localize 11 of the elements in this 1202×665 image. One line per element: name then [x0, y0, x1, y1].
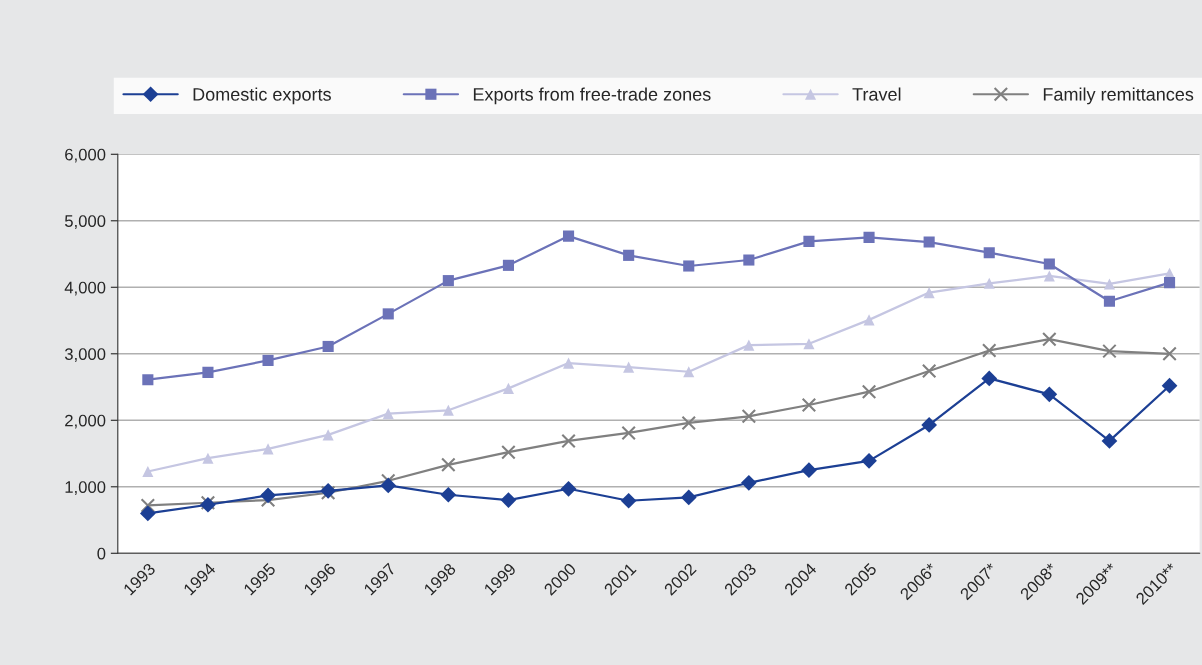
- legend-label: Family remittances: [1043, 87, 1194, 105]
- y-tick-label: 5,000: [64, 215, 106, 229]
- y-tick-label: 0: [97, 547, 106, 560]
- y-tick-label: 1,000: [65, 481, 106, 495]
- legend-label: Exports from free-trade zones: [473, 87, 711, 105]
- y-tick-label: 2,000: [65, 414, 106, 429]
- y-tick-label: 3,000: [64, 348, 106, 362]
- y-tick-label: 6,000: [65, 148, 106, 163]
- legend-label: Domestic exports: [193, 87, 331, 105]
- y-tick-label: 4,000: [64, 281, 106, 296]
- legend-label: Travel: [852, 87, 901, 101]
